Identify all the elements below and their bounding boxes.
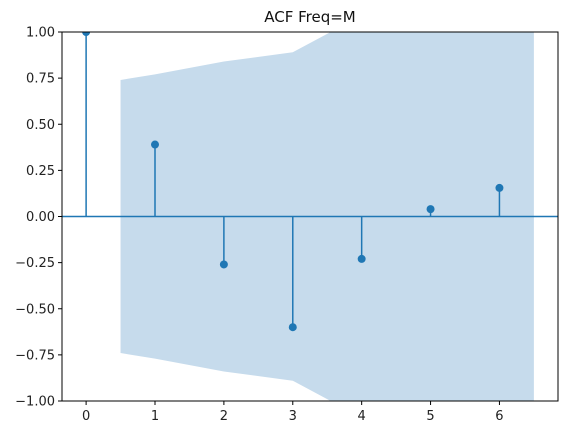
acf-point-lag-6 [495, 184, 503, 192]
acf-point-lag-5 [427, 205, 435, 213]
chart-title: ACF Freq=M [264, 8, 356, 26]
y-tick-label: −0.75 [15, 348, 55, 363]
acf-point-lag-1 [151, 141, 159, 149]
y-tick-label: −0.50 [15, 302, 55, 317]
x-tick-label: 0 [82, 409, 90, 424]
acf-point-lag-3 [289, 323, 297, 331]
y-tick-label: 0.25 [26, 164, 55, 179]
y-tick-label: 0.50 [26, 118, 55, 133]
x-tick-label: 5 [426, 409, 434, 424]
y-tick-label: −0.25 [15, 256, 55, 271]
x-tick-label: 6 [495, 409, 503, 424]
acf-point-lag-4 [358, 255, 366, 263]
y-tick-label: −1.00 [15, 395, 55, 410]
y-tick-label: 1.00 [26, 26, 55, 41]
x-tick-label: 2 [220, 409, 228, 424]
plot-area [62, 1, 558, 433]
y-tick-label: 0.75 [26, 72, 55, 87]
x-tick-label: 3 [289, 409, 297, 424]
x-tick-label: 1 [151, 409, 159, 424]
acf-point-lag-2 [220, 260, 228, 268]
x-tick-label: 4 [358, 409, 366, 424]
y-tick-label: 0.00 [26, 210, 55, 225]
